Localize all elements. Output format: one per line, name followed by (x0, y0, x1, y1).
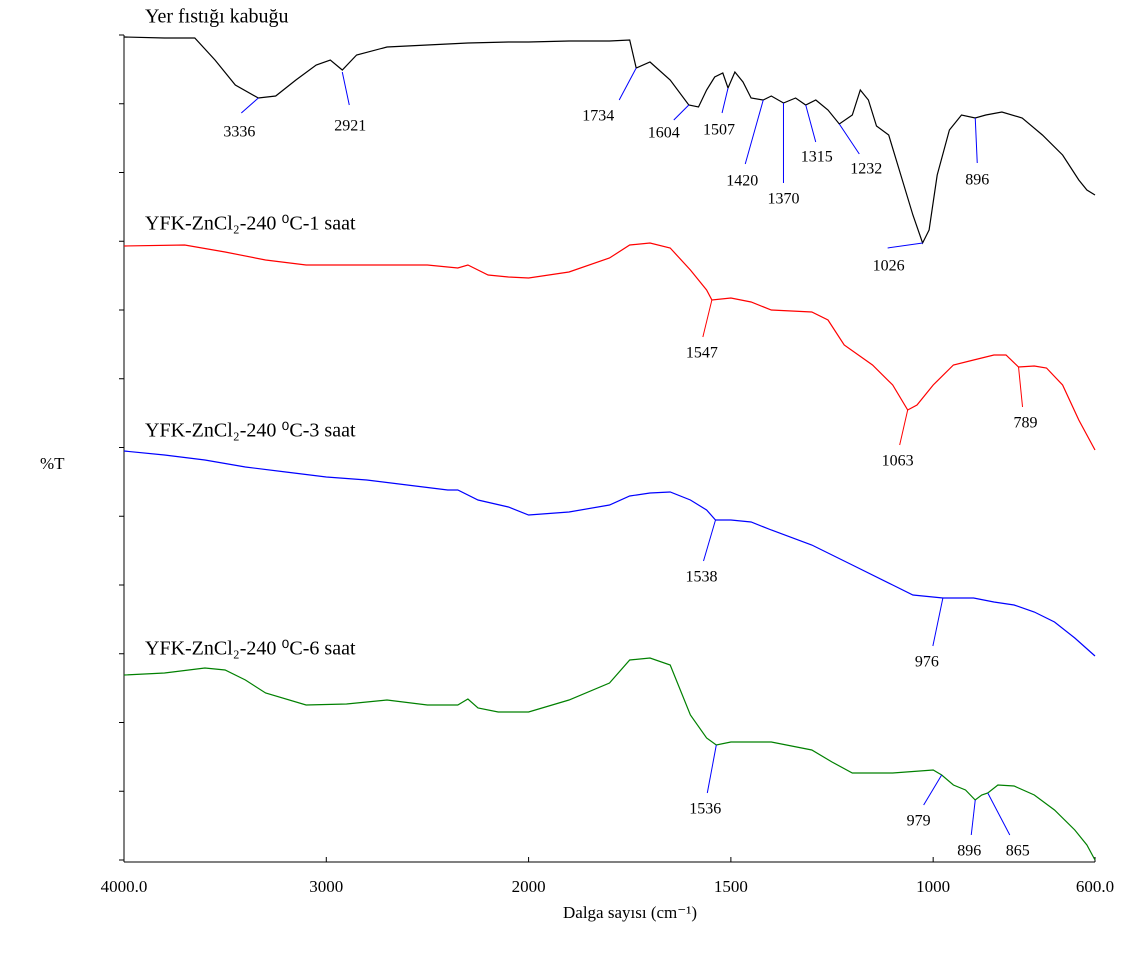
x-tick-label: 1500 (714, 877, 748, 896)
series-label: YFK-ZnCl₂-240 ⁰C-6 saat (145, 638, 356, 660)
annotation-leader (703, 519, 716, 562)
series-label: YFK-ZnCl₂-240 ⁰C-1 saat (145, 213, 356, 235)
x-axis-label: Dalga sayısı (cm⁻¹) (563, 903, 697, 922)
annotation-leader (1018, 366, 1024, 408)
annotation-leader (887, 242, 923, 249)
annotation-leader (240, 97, 259, 114)
annotation-label: 1420 (726, 173, 758, 190)
annotation-leader (721, 87, 729, 114)
annotation-leader (805, 104, 817, 143)
annotation-label: 2921 (334, 118, 366, 135)
spectrum-line (123, 657, 1096, 861)
spectrum-line (123, 242, 1096, 451)
annotation-leader (974, 117, 978, 164)
annotation-label: 865 (1006, 843, 1030, 860)
annotation-label: 1507 (703, 122, 735, 139)
annotation-label: 1536 (689, 801, 721, 818)
annotation-label: 979 (907, 813, 931, 830)
annotation-leader (618, 67, 637, 101)
annotation-leader (923, 774, 943, 806)
annotation-leader (932, 597, 944, 647)
series-label: Yer fıstığı kabuğu (145, 6, 289, 28)
x-tick-label: 1000 (916, 877, 950, 896)
annotation-label: 1026 (873, 258, 905, 275)
annotation-leader (899, 409, 909, 446)
annotation-label: 1734 (582, 108, 614, 125)
annotation-label: 896 (957, 843, 981, 860)
annotation-leader (744, 99, 764, 165)
annotation-label: 1538 (686, 569, 718, 586)
annotation-label: 1232 (850, 161, 882, 178)
spectrum-line (123, 450, 1096, 657)
y-axis-label: %T (40, 454, 65, 473)
annotation-label: 1315 (801, 149, 833, 166)
annotation-leader (970, 799, 976, 836)
annotation-leader (702, 299, 713, 338)
annotation-leader (341, 71, 350, 106)
annotation-label: 789 (1014, 415, 1038, 432)
annotation-label: 1063 (882, 453, 914, 470)
annotation-leader (673, 104, 690, 121)
annotation-leader (987, 792, 1011, 836)
annotation-label: 896 (965, 172, 989, 189)
series-label: YFK-ZnCl₂-240 ⁰C-3 saat (145, 420, 356, 442)
annotation-label: 976 (915, 654, 939, 671)
x-tick-label: 3000 (309, 877, 343, 896)
x-tick-label: 600.0 (1076, 877, 1114, 896)
spectrum-line (123, 36, 1096, 245)
x-tick-label: 2000 (512, 877, 546, 896)
x-tick-label: 4000.0 (101, 877, 148, 896)
annotation-leader (706, 744, 717, 794)
annotation-label: 1604 (648, 125, 680, 142)
annotation-label: 1547 (686, 345, 718, 362)
annotation-label: 1370 (767, 191, 799, 208)
annotation-label: 3336 (223, 124, 255, 141)
annotation-leader (838, 123, 860, 155)
